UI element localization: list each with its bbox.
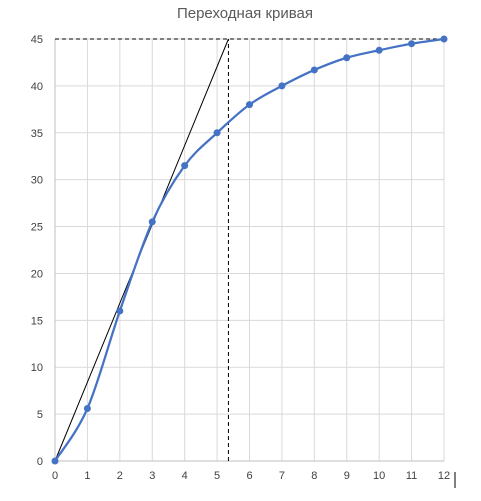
data-point: [116, 307, 124, 315]
data-point: [246, 101, 253, 109]
x-tick-label: 0: [52, 470, 58, 482]
data-point: [181, 162, 189, 170]
y-tick-label: 10: [31, 362, 43, 374]
y-tick-label: 25: [31, 222, 43, 234]
data-point: [213, 129, 221, 137]
data-point: [83, 404, 91, 412]
x-tick-label: 4: [182, 470, 188, 482]
guide-lines: [55, 38, 444, 461]
data-point: [440, 35, 448, 43]
data-point: [408, 40, 416, 48]
y-tick-label: 30: [31, 175, 43, 187]
y-tick-labels: 0 5 10 15 20 25 30 35 40 45: [31, 34, 43, 468]
x-tick-label: 5: [214, 470, 220, 482]
y-tick-label: 40: [31, 81, 43, 93]
chart-title: Переходная кривая: [177, 5, 313, 22]
x-tick-label: 1: [84, 470, 90, 482]
x-tick-label: 7: [279, 470, 285, 482]
x-tick-label: 8: [311, 470, 317, 482]
x-tick-label: 6: [246, 470, 252, 482]
y-tick-label: 5: [37, 409, 43, 421]
x-tick-label: 9: [344, 470, 350, 482]
series-group: [51, 35, 448, 465]
y-tick-label: 20: [31, 268, 43, 280]
y-tick-label: 45: [31, 34, 43, 46]
x-tick-label: 2: [117, 470, 123, 482]
x-tick-label: 3: [149, 470, 155, 482]
data-point: [51, 457, 59, 465]
x-tick-labels: 0 1 2 3 4 5 6 7 8 9 10 11 12: [52, 470, 450, 482]
y-tick-label: 0: [37, 456, 43, 468]
data-point: [278, 82, 286, 90]
data-point: [310, 66, 318, 74]
x-tick-label: 11: [406, 470, 417, 482]
x-tick-label: 10: [373, 470, 385, 482]
x-tick-label: 12: [438, 470, 450, 482]
data-point: [148, 218, 156, 226]
y-tick-label: 15: [31, 315, 43, 327]
data-point: [375, 46, 383, 54]
y-tick-label: 35: [31, 128, 43, 140]
axes: [54, 39, 444, 462]
data-point: [343, 54, 351, 62]
